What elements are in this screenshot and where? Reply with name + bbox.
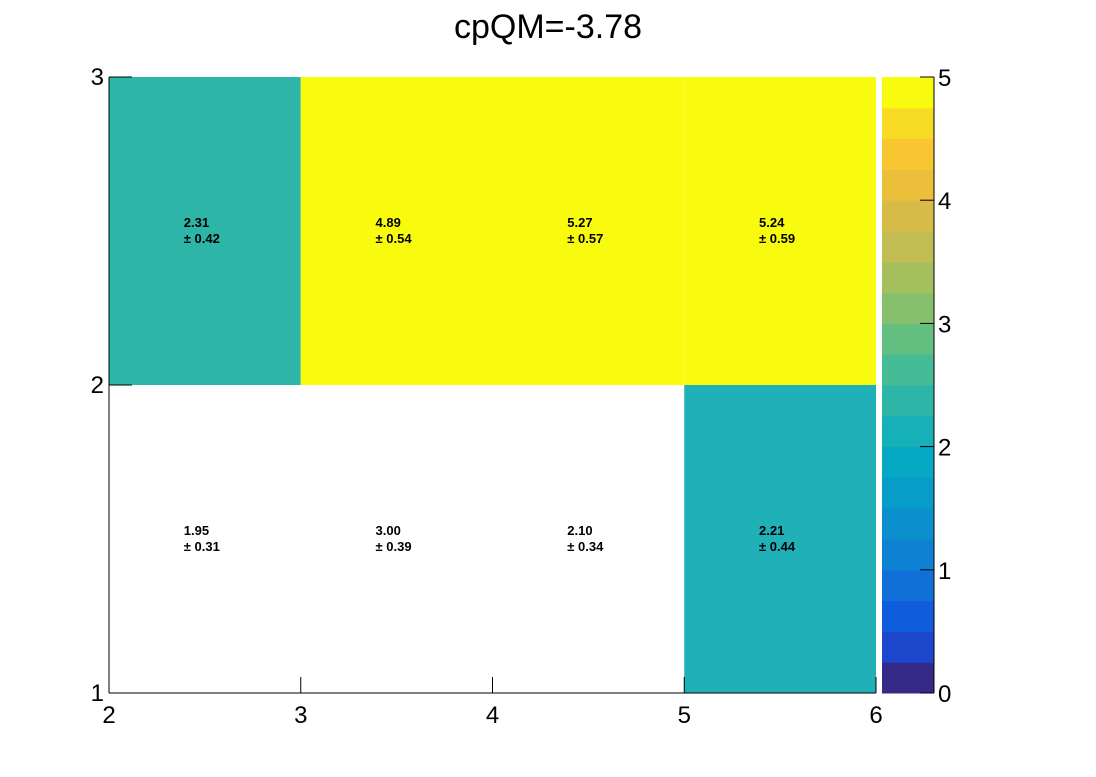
cell-value-label: 2.21 [759, 523, 784, 538]
cell-error-label: ± 0.59 [759, 231, 795, 246]
palette-swatch [882, 231, 934, 263]
palette-tick-label: 3 [938, 311, 951, 338]
cell-value-label: 2.10 [567, 523, 592, 538]
x-tick-label: 6 [869, 702, 882, 729]
heatmap-cell [492, 77, 685, 385]
x-tick-label: 2 [102, 702, 115, 729]
x-tick-label: 5 [678, 702, 691, 729]
heatmap-cell [300, 77, 493, 385]
chart-title: cpQM=-3.78 [454, 8, 642, 46]
cell-error-label: ± 0.57 [567, 231, 603, 246]
heatmap-cells [109, 77, 876, 693]
y-tick-label: 1 [91, 680, 104, 707]
palette-swatch [882, 138, 934, 170]
cell-value-label: 2.31 [184, 215, 209, 230]
palette-tick-label: 0 [938, 681, 951, 708]
cell-error-label: ± 0.54 [376, 231, 413, 246]
cell-value-label: 3.00 [376, 523, 401, 538]
cell-value-label: 5.27 [567, 215, 592, 230]
cell-error-label: ± 0.44 [759, 539, 796, 554]
palette-swatch [882, 508, 934, 540]
palette-swatch [882, 292, 934, 324]
palette-swatch [882, 385, 934, 417]
palette-swatch [882, 77, 934, 109]
cell-value-label: 1.95 [184, 523, 209, 538]
palette-tick-label: 1 [938, 558, 951, 585]
palette-swatch [882, 477, 934, 509]
palette-swatch [882, 569, 934, 602]
palette-swatch [882, 600, 934, 632]
palette-tick-label: 5 [938, 65, 951, 92]
cell-error-label: ± 0.34 [567, 539, 604, 554]
palette-swatch [882, 107, 934, 140]
palette-swatch [882, 539, 934, 571]
palette-swatch [882, 446, 934, 478]
palette-swatch [882, 169, 934, 201]
palette-swatch [882, 415, 934, 448]
palette-tick-label: 2 [938, 435, 951, 462]
cell-value-label: 5.24 [759, 215, 785, 230]
palette-swatch [882, 354, 934, 386]
cell-error-label: ± 0.31 [184, 539, 220, 554]
cell-value-label: 4.89 [376, 215, 401, 230]
cell-labels: 2.31± 0.42 4.89± 0.54 5.27± 0.57 5.24± 0.59… [184, 215, 796, 554]
heatmap-cell [684, 77, 876, 385]
palette-swatch [882, 662, 934, 694]
y-tick-label: 3 [91, 64, 104, 91]
cell-error-label: ± 0.42 [184, 231, 220, 246]
color-scale: 0 1 2 3 4 5 [882, 65, 951, 708]
y-tick-label: 2 [91, 372, 104, 399]
x-tick-label: 4 [486, 702, 499, 729]
cell-error-label: ± 0.39 [376, 539, 412, 554]
palette-tick-label: 4 [938, 188, 951, 215]
palette-swatch [882, 323, 934, 355]
palette-swatch [882, 200, 934, 232]
heatmap-cell [109, 77, 301, 385]
heatmap-cell [684, 385, 876, 693]
palette-swatch [882, 261, 934, 294]
palette-swatch [882, 631, 934, 663]
x-tick-label: 3 [294, 702, 307, 729]
